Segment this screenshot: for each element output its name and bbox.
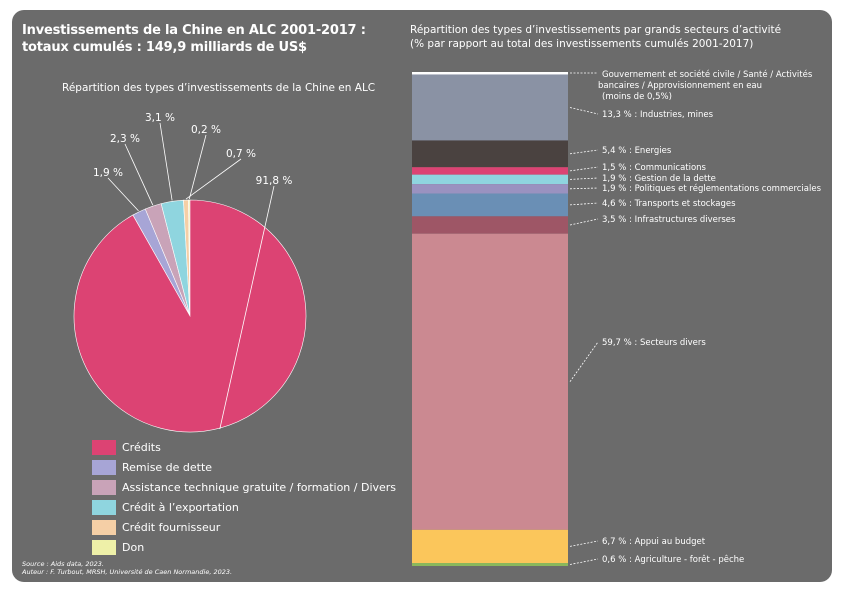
pie-slice-label: 3,1 % (145, 112, 175, 124)
bar-segment-label: 59,7 % : Secteurs divers (602, 338, 706, 348)
bar-leader-line (569, 187, 599, 190)
pie-slice (73, 199, 307, 433)
bar-segment (412, 216, 568, 234)
bar-segment-label: (moins de 0,5%) (602, 92, 672, 102)
page-title: Investissements de la Chine en ALC 2001-… (22, 22, 366, 56)
bar-segment-label: 1,9 % : Politiques et réglementations co… (602, 183, 822, 194)
pie-leader-line (159, 122, 173, 201)
pie-chart: 1,9 % 2,3 % 3,1 % 0,7 % 0,2 % 91,8 % (73, 112, 307, 433)
bar-segment-label: bancaires / Approvisionnement en eau (598, 81, 762, 91)
legend-swatch (92, 539, 116, 555)
legend-swatch (92, 479, 116, 495)
pie-leader-line (219, 185, 275, 430)
bar-segment-label: 1,5 % : Communications (602, 163, 707, 173)
bar-leader-line (569, 218, 599, 226)
pie-slice-label: 0,2 % (191, 124, 221, 136)
pie-slice-label: 2,3 % (110, 133, 140, 145)
bar-segment (412, 184, 568, 194)
legend-label: Don (122, 540, 145, 554)
pie-leader-line (185, 158, 242, 200)
bar-segment (412, 193, 568, 217)
title-line-2: totaux cumulés : 149,9 milliards de US$ (22, 40, 307, 55)
bar-segment (412, 167, 568, 175)
pie-slice-label: 91,8 % (256, 175, 293, 187)
legend-label: Remise de dette (122, 460, 213, 474)
bar-segment-label: 0,6 % : Agriculture - forêt - pêche (602, 554, 744, 565)
legend-item: Remise de dette (92, 457, 396, 477)
bar-segment (412, 563, 568, 566)
bar-segment (412, 529, 568, 564)
legend-swatch (92, 439, 116, 455)
bar-segment-label: 3,5 % : Infrastructures diverses (602, 215, 736, 225)
author-line: Auteur : F. Turbout, MRSH, Université de… (22, 568, 233, 576)
bar-leader-line (569, 107, 599, 115)
pie-leader-line (188, 134, 207, 200)
pie-leader-line (107, 177, 139, 212)
bar-segment-label: Gouvernement et société civile / Santé /… (602, 69, 813, 80)
pie-chart-title: Répartition des types d’investissements … (62, 82, 376, 94)
legend-label: Crédits (122, 440, 161, 454)
bar-chart-title: Répartition des types d’investissements … (410, 23, 781, 51)
bar-segment-label: 5,4 % : Energies (602, 146, 672, 156)
legend-swatch (92, 459, 116, 475)
legend-label: Crédit fournisseur (122, 520, 221, 534)
bar-leader-line (569, 177, 599, 180)
pie-leader-line (124, 143, 154, 206)
legend-label: Assistance technique gratuite / formatio… (122, 480, 397, 494)
legend-item: Crédit fournisseur (92, 517, 396, 537)
bar-leader-line (569, 149, 599, 155)
stacked-bar-chart: Gouvernement et société civile / Santé /… (412, 69, 822, 566)
bar-segment (412, 72, 568, 75)
bar-leader-line (569, 166, 599, 172)
bar-leader-line (569, 540, 599, 547)
legend-item: Assistance technique gratuite / formatio… (92, 477, 396, 497)
legend-swatch (92, 499, 116, 515)
source-note: Source : Aids data, 2023. Auteur : F. Tu… (22, 560, 232, 576)
pie-slice-label: 1,9 % (93, 167, 123, 179)
legend-swatch (92, 519, 116, 535)
bar-segment-label: 6,7 % : Appui au budget (602, 537, 706, 547)
title-line-1: Investissements de la Chine en ALC 2001-… (22, 23, 366, 38)
pie-legend: Crédits Remise de dette Assistance techniq… (92, 437, 396, 557)
bar-segment-label: 13,3 % : Industries, mines (602, 110, 714, 120)
legend-label: Crédit à l’exportation (122, 500, 239, 514)
bar-chart-title-line-2: (% par rapport au total des investisseme… (410, 38, 754, 50)
bar-segment (412, 233, 568, 530)
legend-item: Don (92, 537, 396, 557)
bar-segment-label: 1,9 % : Gestion de la dette (602, 174, 716, 184)
bar-leader-line (569, 202, 599, 206)
bar-segment (412, 140, 568, 168)
source-line: Source : Aids data, 2023. (22, 560, 105, 568)
legend-item: Crédits (92, 437, 396, 457)
bar-segment-label: 4,6 % : Transports et stockages (602, 199, 736, 209)
bar-leader-line (569, 558, 599, 565)
legend-item: Crédit à l’exportation (92, 497, 396, 517)
pie-slice-label: 0,7 % (226, 148, 256, 160)
bar-segment (412, 174, 568, 185)
bar-chart-title-line-1: Répartition des types d’investissements … (410, 24, 782, 36)
bar-segment (412, 74, 568, 141)
bar-leader-line (569, 341, 599, 382)
